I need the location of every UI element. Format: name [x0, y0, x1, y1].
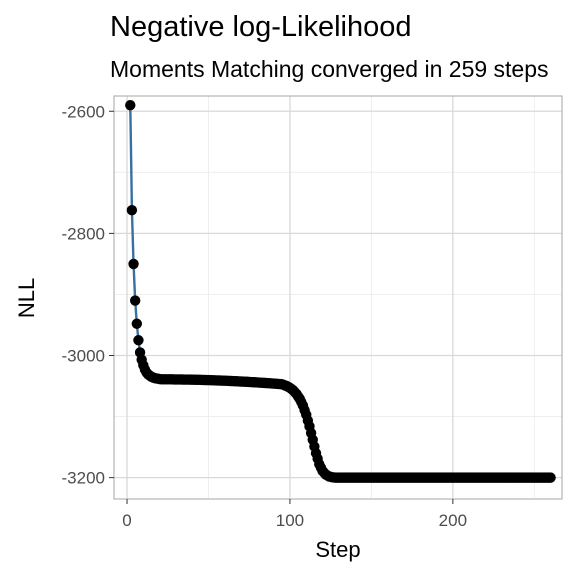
- y-tick-label: -2800: [62, 224, 105, 243]
- data-point: [125, 99, 136, 111]
- x-axis-ticks: 0 100 200: [122, 499, 467, 530]
- plot-border: [113, 95, 563, 500]
- data-points: [125, 99, 556, 483]
- data-point: [545, 472, 556, 483]
- x-tick-label: 100: [276, 511, 304, 530]
- y-tick-label: -3200: [62, 469, 105, 488]
- x-axis-title: Step: [315, 537, 360, 562]
- y-axis-ticks: -3200 -3000 -2800 -2600: [62, 102, 114, 488]
- data-point: [131, 318, 143, 329]
- chart-title: Negative log-Likelihood: [110, 11, 411, 43]
- data-point: [133, 335, 144, 346]
- data-point: [129, 295, 141, 306]
- chart-subtitle: Moments Matching converged in 259 steps: [110, 56, 549, 82]
- y-axis-title: NLL: [14, 278, 39, 318]
- y-tick-label: -2600: [62, 102, 105, 121]
- plot-panel: [114, 96, 562, 499]
- y-tick-label: -3000: [62, 347, 105, 366]
- data-point: [128, 258, 139, 270]
- data-point: [126, 204, 138, 216]
- x-tick-label: 200: [439, 511, 467, 530]
- x-tick-label: 0: [122, 511, 131, 530]
